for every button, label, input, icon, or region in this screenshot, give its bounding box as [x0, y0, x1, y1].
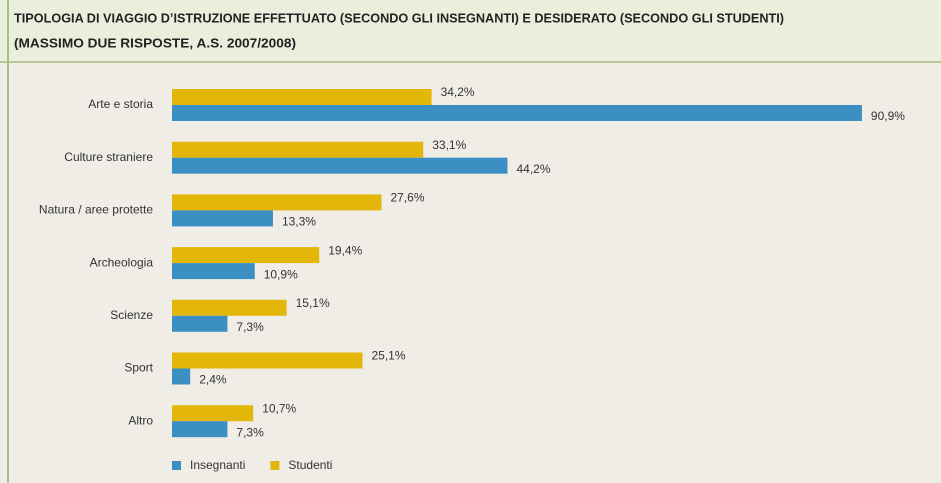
bar	[172, 352, 363, 369]
bar	[172, 315, 228, 332]
value-label: 27,6%	[390, 191, 424, 205]
value-label: 10,9%	[264, 267, 298, 281]
bar	[172, 405, 254, 422]
category-label: Sport	[124, 361, 153, 375]
legend-swatch	[270, 461, 280, 470]
value-label: 13,3%	[282, 215, 316, 229]
value-label: 2,4%	[199, 373, 227, 387]
legend-swatch	[172, 461, 181, 470]
bar	[172, 263, 255, 280]
legend-label: Insegnanti	[190, 458, 245, 472]
value-label: 15,1%	[296, 296, 330, 310]
value-label: 33,1%	[432, 138, 466, 152]
bar	[172, 194, 382, 211]
category-label: Scienze	[110, 308, 153, 322]
value-label: 10,7%	[262, 401, 296, 415]
bar	[172, 89, 432, 105]
value-label: 7,3%	[236, 425, 264, 439]
bar	[172, 157, 508, 174]
legend-label: Studenti	[288, 458, 332, 472]
category-label: Culture straniere	[64, 150, 153, 164]
value-label: 7,3%	[236, 320, 264, 334]
bar	[172, 141, 424, 158]
category-label: Altro	[128, 413, 153, 427]
bar	[172, 105, 862, 121]
value-label: 25,1%	[372, 349, 406, 363]
bar	[172, 247, 320, 264]
value-label: 34,2%	[441, 85, 475, 99]
value-label: 90,9%	[871, 109, 905, 123]
title-box	[0, 0, 941, 62]
category-label: Archeologia	[90, 255, 154, 269]
bar	[172, 210, 273, 227]
category-label: Natura / aree protette	[39, 203, 153, 217]
chart-title: TIPOLOGIA DI VIAGGIO D’ISTRUZIONE EFFETT…	[14, 10, 784, 25]
bar	[172, 368, 191, 385]
bar	[172, 421, 228, 438]
value-label: 44,2%	[516, 162, 550, 176]
chart-subtitle: (MASSIMO DUE RISPOSTE, A.S. 2007/2008)	[14, 35, 296, 50]
category-label: Arte e storia	[88, 97, 153, 111]
value-label: 19,4%	[328, 243, 362, 257]
bar	[172, 299, 287, 316]
